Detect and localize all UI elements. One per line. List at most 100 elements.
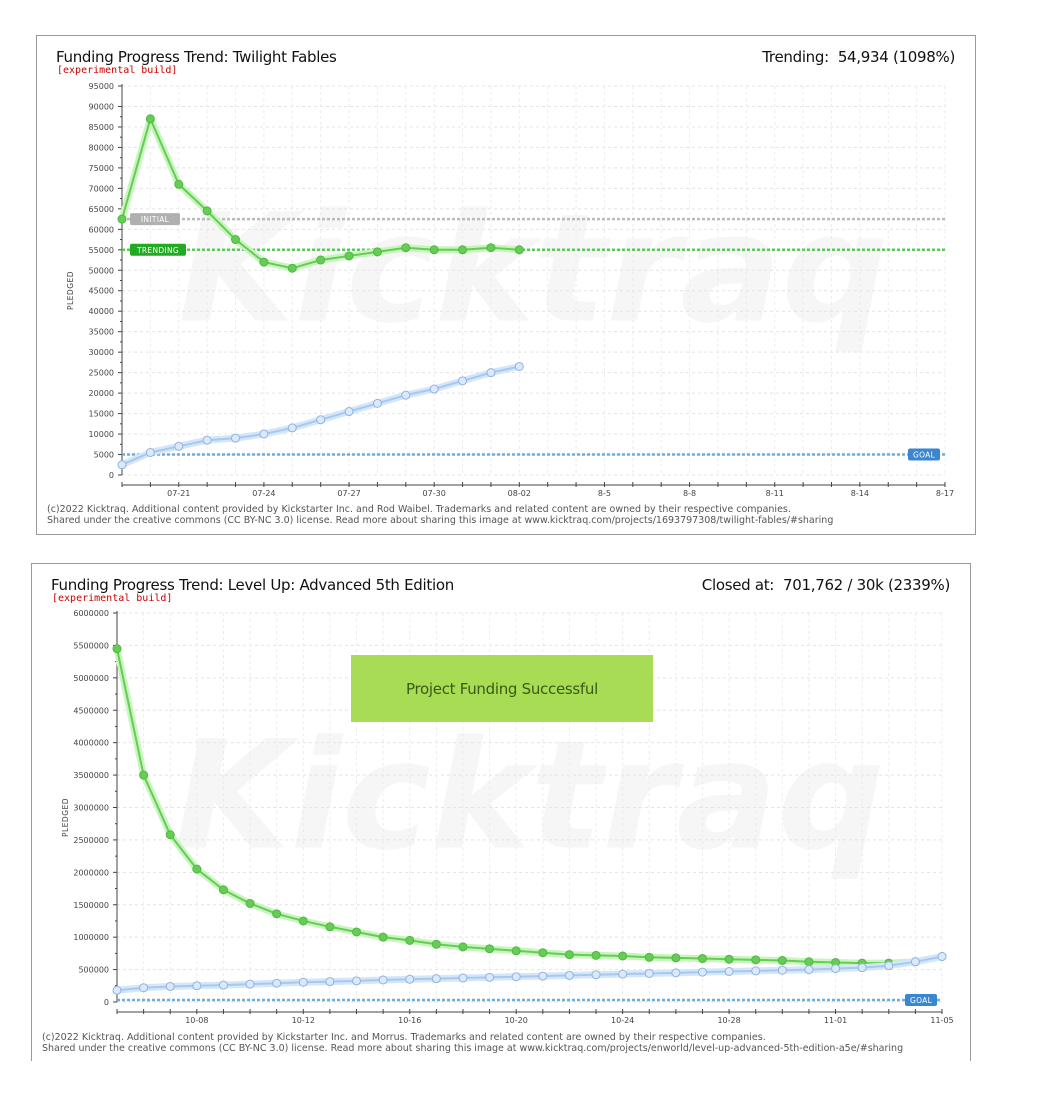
data-point — [316, 415, 326, 425]
ref-label-text: GOAL — [910, 996, 933, 1005]
data-point — [431, 974, 441, 984]
data-point — [202, 435, 212, 445]
data-point — [910, 957, 920, 967]
y-tick-label: 55000 — [89, 246, 114, 255]
banner-text: Project Funding Successful — [406, 679, 598, 698]
data-point — [429, 245, 439, 255]
data-point — [486, 243, 496, 253]
y-tick-label: 500000 — [78, 966, 109, 975]
x-tick-label: 10-20 — [505, 1016, 528, 1025]
x-tick-label: 11-01 — [824, 1016, 847, 1025]
data-point — [117, 214, 127, 224]
x-tick-label: 10-28 — [717, 1016, 740, 1025]
y-tick-label: 50000 — [89, 266, 114, 275]
data-point — [429, 384, 439, 394]
data-point — [325, 922, 335, 932]
data-point — [777, 956, 787, 966]
data-point — [514, 245, 524, 255]
chart-title: Funding Progress Trend: Twilight Fables — [56, 48, 337, 66]
data-point — [458, 245, 468, 255]
data-point — [485, 972, 495, 982]
data-point — [272, 978, 282, 988]
y-tick-label: 4000000 — [73, 739, 109, 748]
data-point — [325, 977, 335, 987]
x-tick-label: 07-24 — [252, 489, 275, 498]
data-point — [192, 981, 202, 991]
data-point — [644, 952, 654, 962]
data-point — [298, 977, 308, 987]
chart-plot-area: Kicktraq 0 500000 1000000 1500000 2000000 2500… — [61, 609, 954, 1025]
data-point — [511, 972, 521, 982]
y-tick-label: 30000 — [89, 348, 114, 357]
y-tick-label: 10000 — [89, 430, 114, 439]
chart-subtitle: [experimental build] — [57, 65, 178, 76]
y-tick-label: 5000000 — [73, 674, 109, 683]
status-label: Closed at: — [701, 576, 775, 594]
data-point — [259, 429, 269, 439]
data-point — [352, 927, 362, 937]
y-tick-label: 5000 — [94, 451, 114, 460]
y-tick-label: 80000 — [89, 143, 114, 152]
data-point — [671, 968, 681, 978]
data-point — [112, 644, 122, 654]
data-point — [259, 257, 269, 267]
chart-footer: (c)2022 Kicktraq. Additional content pro… — [47, 504, 833, 526]
data-point — [591, 950, 601, 960]
y-tick-label: 0 — [109, 471, 114, 480]
y-tick-label: 2000000 — [73, 868, 109, 877]
x-tick-label: 10-12 — [292, 1016, 315, 1025]
data-point — [751, 955, 761, 965]
y-tick-label: 15000 — [89, 410, 114, 419]
chart-panel-level-up: Funding Progress Trend: Level Up: Advanc… — [31, 563, 971, 1061]
data-point — [287, 263, 297, 273]
data-point — [564, 970, 574, 980]
status-value: 54,934 (1098%) — [837, 48, 955, 66]
data-point — [117, 460, 127, 470]
data-point — [245, 979, 255, 989]
data-point — [401, 390, 411, 400]
data-point — [618, 969, 628, 979]
data-point — [139, 770, 149, 780]
data-point — [514, 361, 524, 371]
data-point — [804, 957, 814, 967]
data-point — [165, 981, 175, 991]
x-tick-label: 8-17 — [936, 489, 954, 498]
data-point — [174, 179, 184, 189]
y-tick-label: 2500000 — [73, 836, 109, 845]
y-tick-label: 20000 — [89, 389, 114, 398]
data-point — [644, 968, 654, 978]
y-tick-label: 90000 — [89, 102, 114, 111]
y-axis-label: PLEDGED — [61, 798, 70, 837]
y-tick-label: 65000 — [89, 205, 114, 214]
ref-label-badge — [905, 994, 937, 1007]
data-point — [218, 980, 228, 990]
data-point — [831, 964, 841, 974]
footer-license: Shared under the creative commons (CC BY… — [47, 515, 834, 526]
closed-status: Closed at: 701,762 / 30k (2339%) — [701, 576, 951, 594]
data-point — [192, 864, 202, 874]
y-tick-label: 35000 — [89, 328, 114, 337]
footer-copyright: (c)2022 Kicktraq. Additional content pro… — [42, 1032, 766, 1043]
data-point — [218, 885, 228, 895]
x-tick-label: 10-08 — [185, 1016, 208, 1025]
ref-label-badge — [130, 243, 186, 256]
trending-status: Trending: 54,934 (1098%) — [762, 48, 955, 66]
x-tick-label: 07-27 — [337, 489, 360, 498]
y-tick-label: 3000000 — [73, 804, 109, 813]
footer-license: Shared under the creative commons (CC BY… — [42, 1043, 904, 1054]
data-point — [245, 898, 255, 908]
x-tick-label: 10-24 — [611, 1016, 634, 1025]
x-tick-label: 07-30 — [423, 489, 446, 498]
y-tick-label: 1000000 — [73, 933, 109, 942]
data-point — [272, 909, 282, 919]
data-point — [937, 952, 947, 962]
data-point — [724, 954, 734, 964]
y-tick-label: 45000 — [89, 287, 114, 296]
data-point — [431, 939, 441, 949]
data-point — [486, 368, 496, 378]
data-point — [405, 935, 415, 945]
x-tick-label: 08-02 — [508, 489, 531, 498]
data-point — [378, 975, 388, 985]
data-point — [344, 407, 354, 417]
y-tick-label: 60000 — [89, 225, 114, 234]
